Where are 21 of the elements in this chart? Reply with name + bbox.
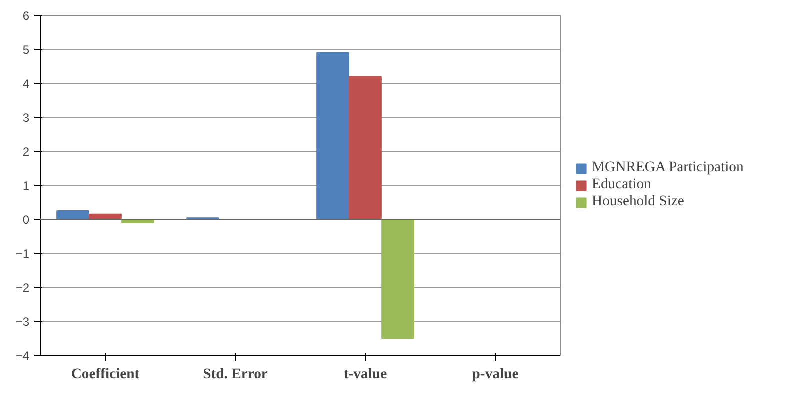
y-tick-label: −1 bbox=[16, 247, 30, 261]
y-tick-label: 5 bbox=[22, 43, 30, 57]
y-tick-label: −3 bbox=[16, 315, 30, 329]
x-tick-label: Coefficient bbox=[71, 366, 140, 382]
legend-label: Household Size bbox=[592, 194, 684, 210]
y-tick-label: 0 bbox=[22, 213, 30, 227]
y-tick-label: −4 bbox=[16, 349, 30, 363]
x-tick-label: p-value bbox=[472, 366, 520, 382]
bar bbox=[349, 76, 382, 220]
x-tick-label: Std. Error bbox=[203, 366, 268, 382]
x-tick-label: t-value bbox=[344, 366, 388, 382]
legend-label: Education bbox=[592, 176, 652, 194]
y-tick-label: 2 bbox=[22, 145, 30, 159]
y-tick-label: −2 bbox=[16, 281, 30, 295]
y-tick-label: 4 bbox=[22, 77, 30, 91]
y-tick-label: 1 bbox=[22, 179, 30, 193]
bar bbox=[382, 219, 414, 339]
legend-label: MGNREGA Participation bbox=[592, 160, 744, 176]
y-tick-label: 3 bbox=[22, 111, 30, 125]
y-tick-label: 6 bbox=[22, 9, 30, 23]
bar bbox=[316, 52, 350, 220]
